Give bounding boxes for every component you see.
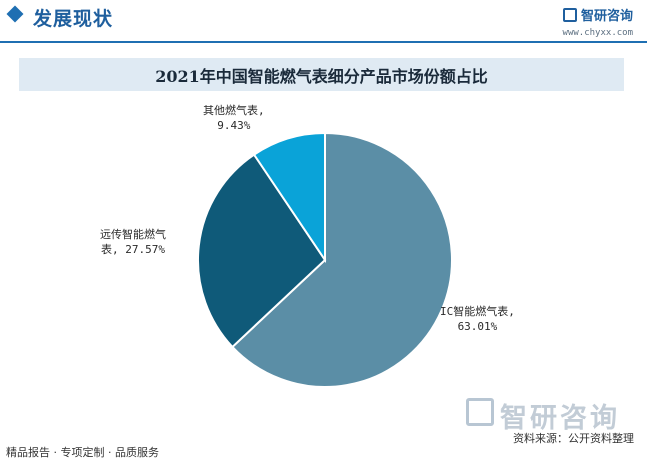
source-note: 资料来源：公开资料整理 bbox=[513, 432, 634, 445]
chart-title-bar: 2021年中国智能燃气表细分产品市场份额占比 bbox=[19, 58, 624, 91]
slice-label-ic-value: 63.01% bbox=[457, 320, 498, 333]
brand-logo-icon bbox=[562, 7, 577, 22]
footer-tagline: 精品报告 · 专项定制 · 品质服务 bbox=[6, 446, 159, 459]
slice-label-remote-name: 远传智能燃气 bbox=[100, 228, 166, 241]
slice-label-other-name: 其他燃气表, bbox=[203, 104, 265, 117]
pie-slice-remote bbox=[197, 153, 327, 349]
slice-label-remote: 远传智能燃气 表, 27.57% bbox=[100, 227, 166, 257]
slice-label-other-value: 9.43% bbox=[217, 119, 251, 132]
slice-label-ic: IC智能燃气表, 63.01% bbox=[440, 304, 515, 334]
brand-name: 智研咨询 bbox=[580, 9, 633, 24]
pie-slice-other bbox=[252, 131, 326, 264]
watermark-text: 智研咨询 bbox=[500, 403, 620, 434]
brand-url: www.chyxx.com bbox=[562, 28, 633, 38]
pie-slice-ic bbox=[230, 131, 453, 388]
header-divider bbox=[0, 41, 647, 43]
slice-label-other: 其他燃气表, 9.43% bbox=[203, 103, 265, 133]
slice-label-remote-value: 表, 27.57% bbox=[101, 243, 165, 256]
watermark-logo-icon bbox=[466, 398, 494, 426]
chart-title: 2021年中国智能燃气表细分产品市场份额占比 bbox=[155, 66, 488, 86]
header: 发展现状 智研咨询 www.chyxx.com bbox=[0, 0, 647, 38]
section-title: 发展现状 bbox=[33, 8, 114, 30]
slice-label-ic-name: IC智能燃气表, bbox=[440, 305, 515, 318]
brand: 智研咨询 bbox=[562, 5, 633, 24]
